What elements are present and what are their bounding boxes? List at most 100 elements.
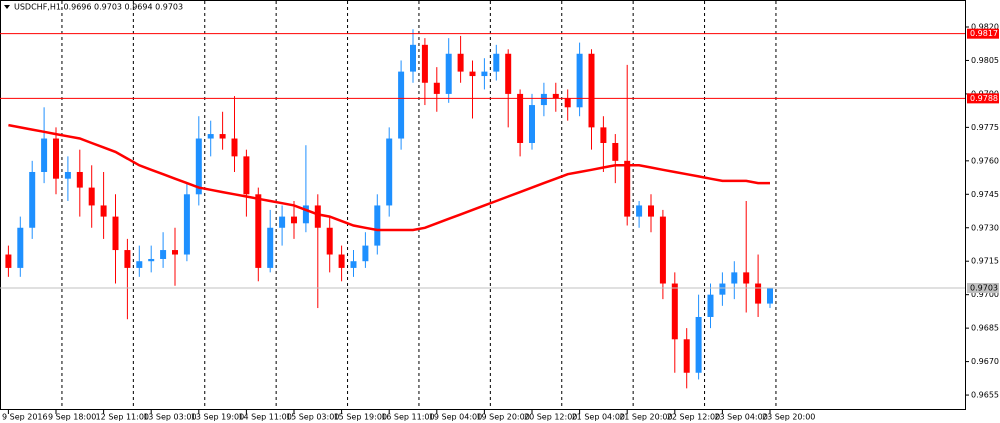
x-tick-label: 21 Sep 20:00 (619, 413, 672, 422)
level-label: 0.9788 (970, 94, 998, 103)
candle-body (243, 156, 250, 195)
candle-body (386, 138, 393, 206)
candle-body (291, 216, 297, 224)
x-tick-label: 12 Sep 11:00 (96, 413, 149, 422)
candle-body (53, 138, 59, 179)
candle-body (195, 138, 202, 195)
candle-body (231, 138, 238, 157)
candle-body (124, 250, 131, 268)
candle-body (302, 205, 309, 224)
candle-body (410, 44, 416, 72)
candle-body (279, 216, 286, 228)
candle-body (564, 98, 571, 108)
x-tick-label: 23 Sep 04:00 (714, 413, 767, 422)
x-tick-label: 23 Sep 20:00 (762, 413, 815, 422)
candle-body (255, 194, 262, 268)
candle-body (540, 93, 547, 106)
candle-body (588, 53, 595, 128)
candle-body (731, 272, 738, 284)
candle-body (767, 287, 773, 304)
candle-body (172, 250, 178, 255)
candle-body (398, 71, 405, 139)
level-label: 0.9703 (970, 283, 998, 292)
y-tick-label: 0.9760 (971, 156, 999, 165)
candle-body (29, 171, 36, 228)
candle-body (100, 205, 107, 217)
candle-body (707, 294, 714, 317)
x-tick-label: 20 Sep 12:00 (524, 413, 577, 422)
candle-body (648, 205, 654, 217)
candle-body (636, 205, 643, 217)
y-tick-label: 0.9805 (971, 56, 999, 65)
candle-body (326, 227, 333, 255)
candle-body (433, 82, 440, 94)
candle-body (314, 205, 321, 228)
candle-body (338, 254, 345, 268)
x-tick-label: 19 Sep 20:00 (476, 413, 529, 422)
moving-average (8, 123, 770, 232)
x-tick-label: 15 Sep 03:00 (286, 413, 339, 422)
candle-body (719, 283, 726, 295)
candle-body (481, 71, 488, 77)
level-label-box (967, 28, 999, 39)
x-tick-label: 13 Sep 03:00 (143, 413, 196, 422)
y-tick-label: 0.9775 (971, 123, 999, 132)
menu-arrow[interactable] (4, 5, 10, 9)
candle-body (88, 187, 95, 206)
candle-body (41, 138, 48, 172)
y-tick-label: 0.9745 (971, 190, 999, 199)
candle-body (160, 250, 167, 259)
candle-body (76, 171, 83, 188)
candle-body (505, 53, 512, 94)
x-tick-label: 14 Sep 11:00 (238, 413, 291, 422)
candle-body (207, 134, 214, 139)
candle-body (695, 316, 702, 373)
candle-body (350, 261, 357, 268)
candle-body (659, 216, 666, 284)
y-tick-label: 0.9670 (971, 357, 999, 366)
candle-body (374, 205, 381, 246)
y-tick-label: 0.9715 (971, 257, 999, 266)
level-label-box (967, 282, 999, 293)
candle-body (683, 339, 690, 373)
candle-body (457, 53, 464, 72)
y-tick-label: 0.9700 (971, 290, 999, 299)
x-tick-label: 9 Sep 18:00 (48, 413, 96, 422)
x-tick-label: 13 Sep 19:00 (191, 413, 244, 422)
candle-body (671, 283, 678, 340)
y-tick-label: 0.9820 (971, 22, 999, 31)
candle-body (600, 127, 607, 143)
x-tick-label: 15 Sep 19:00 (334, 413, 387, 422)
x-tick-label: 21 Sep 04:00 (572, 413, 625, 422)
y-tick-label: 0.9685 (971, 324, 999, 333)
candle-body (17, 227, 24, 268)
candle-body (743, 272, 750, 284)
candle-body (517, 93, 524, 143)
candle-body (267, 227, 274, 268)
candle-body (493, 53, 500, 72)
level-label: 0.9817 (970, 29, 998, 38)
candle-body (421, 44, 428, 83)
x-tick-label: 9 Sep 2016 (2, 413, 48, 422)
candle-body (219, 134, 226, 139)
x-tick-label: 22 Sep 12:00 (667, 413, 720, 422)
candle-body (469, 71, 476, 77)
candle-body (552, 93, 559, 99)
candle-body (112, 216, 119, 251)
x-tick-label: 16 Sep 11:00 (381, 413, 434, 422)
x-tick-label: 19 Sep 04:00 (429, 413, 482, 422)
candle-body (5, 254, 12, 268)
candle-body (529, 105, 535, 143)
candle-body (148, 258, 155, 262)
candle-body (755, 283, 762, 304)
candle-body (445, 53, 452, 94)
candle-body (64, 171, 71, 179)
candle-body (612, 142, 619, 161)
y-tick-label: 0.9730 (971, 223, 999, 232)
y-tick-label: 0.9655 (971, 391, 999, 400)
candle-body (362, 245, 369, 262)
candle-body (624, 160, 631, 217)
candle-body (576, 53, 583, 108)
candle-body (183, 194, 190, 255)
